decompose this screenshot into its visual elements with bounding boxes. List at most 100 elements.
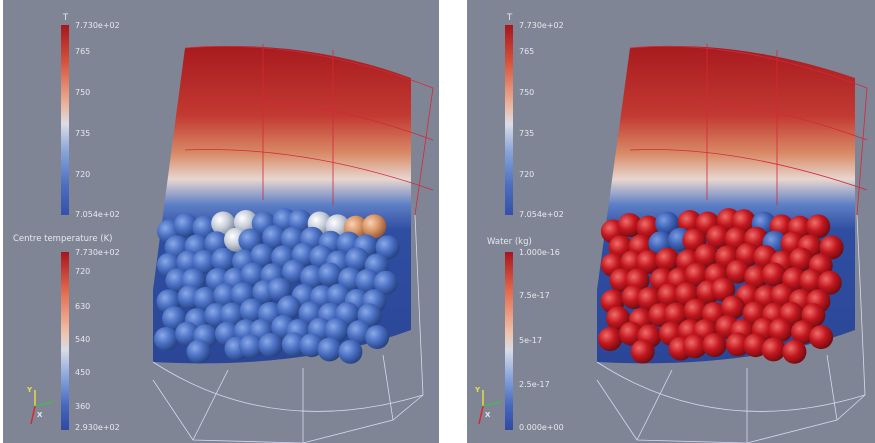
centre-temperature-label: 360 [75,402,91,411]
temperature-label-max: 7.730e+02 [519,21,564,30]
temperature-label: 765 [75,47,91,56]
x-axis-label: X [37,411,43,419]
particle [317,262,342,287]
left-render-viewport[interactable]: T 7.730e+02 765 750 735 720 7.054e+02 Ce… [3,0,439,443]
particle [782,339,807,364]
particle [725,332,750,357]
particle [239,334,264,359]
y-axis-label: Y [27,386,33,394]
left-3d-scene[interactable] [3,0,439,443]
particle [213,283,238,308]
particle [702,333,727,358]
particle [694,243,719,268]
particle [211,247,236,272]
temperature-label: 735 [75,129,91,138]
particle [347,320,372,345]
centre-temperature-bar-title: Centre temperature (K) [13,234,113,244]
particle [326,283,351,308]
temperature-label-max: 7.730e+02 [75,21,120,30]
particle [711,277,736,302]
particle [365,325,390,350]
water-label-max: 1.000e-16 [519,248,560,257]
wireframe-bottom [596,214,866,443]
particle [817,270,842,295]
right-particle-bed [598,208,844,364]
particle [281,332,306,357]
particle [809,325,834,350]
centre-temperature-label: 630 [75,302,91,311]
particle [619,321,644,346]
particle [250,243,275,268]
particle [355,268,380,293]
particle [186,339,211,364]
particle [233,210,258,235]
right-render-viewport[interactable]: T 7.730e+02 765 750 735 720 7.054e+02 Wa… [467,0,875,443]
water-label: 5e-17 [519,336,543,345]
water-label-min: 0.000e+00 [519,423,564,432]
particle [219,302,244,327]
water-label: 7.5e-17 [519,291,550,300]
temperature-label-min: 7.054e+02 [519,210,564,219]
particle [684,262,709,287]
particle [211,211,236,236]
wireframe-top [184,44,434,216]
right-3d-scene[interactable] [467,0,875,443]
particle [373,270,398,295]
particle [677,210,702,235]
particle [770,283,795,308]
particle [258,333,283,358]
particle [338,339,363,364]
particle [720,295,745,320]
particle [300,265,325,290]
orientation-axes-widget [478,390,502,425]
water-bar-title: Water (kg) [487,237,532,247]
particle [267,277,292,302]
particle [345,247,370,272]
wireframe-top [629,44,868,216]
centre-temperature-label-min: 2.930e+02 [75,423,120,432]
particle [617,213,642,238]
y-axis-label: Y [475,386,481,394]
temperature-label-min: 7.054e+02 [75,210,120,219]
particle [744,265,769,290]
temperature-color-bar [505,25,513,215]
water-label: 2.5e-17 [519,380,550,389]
x-axis-label: X [485,411,491,419]
particle [761,337,786,362]
particle [598,327,623,352]
particle [317,337,342,362]
particle [806,214,831,239]
orientation-axes-widget [30,390,54,425]
particle [683,334,708,359]
temperature-bar-title: T [507,13,513,23]
particle [791,320,816,345]
particle [240,262,265,287]
temperature-label: 720 [519,170,535,179]
particle [725,259,750,284]
particle [281,259,306,284]
particle [239,298,264,323]
particle [375,235,400,260]
centre-temperature-label: 720 [75,267,91,276]
temperature-label: 765 [519,47,535,56]
particle [262,225,287,250]
particle [655,211,680,236]
particle [663,302,688,327]
temperature-label: 720 [75,170,91,179]
particle [706,225,731,250]
particle [362,214,387,239]
wireframe-bottom [152,214,424,443]
particle [683,298,708,323]
particle [657,283,682,308]
left-particle-bed [154,208,400,364]
centre-temperature-label-max: 7.730e+02 [75,248,120,257]
particle [789,247,814,272]
centre-temperature-color-bar [61,252,69,430]
particle [299,333,324,358]
particle [768,317,793,342]
centre-temperature-label: 450 [75,368,91,377]
temperature-bar-title: T [63,13,69,23]
centre-temperature-label: 540 [75,335,91,344]
particle [276,295,301,320]
particle [819,235,844,260]
